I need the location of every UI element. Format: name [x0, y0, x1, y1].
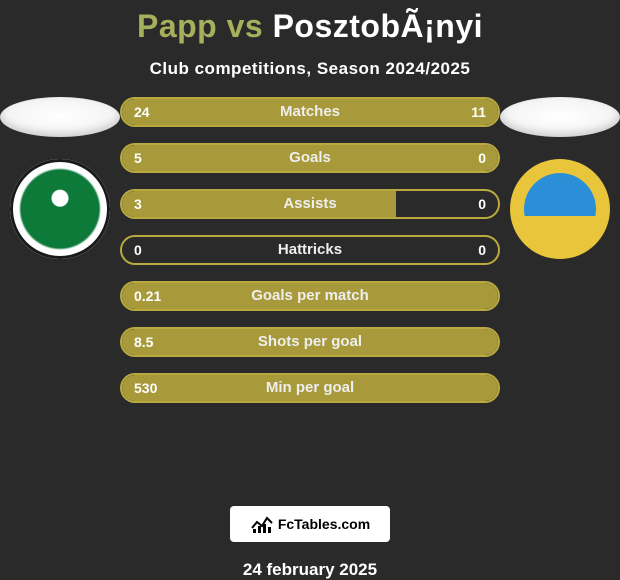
stat-row: 2411Matches	[120, 97, 500, 127]
stat-row: 30Assists	[120, 189, 500, 219]
stat-label: Hattricks	[122, 237, 498, 263]
player1-avatar-placeholder	[0, 97, 120, 137]
brand-logo[interactable]: FcTables.com	[230, 506, 390, 542]
subtitle: Club competitions, Season 2024/2025	[150, 59, 471, 79]
player2-avatar-placeholder	[500, 97, 620, 137]
stat-row: 50Goals	[120, 143, 500, 173]
stat-label: Assists	[122, 191, 498, 217]
right-column	[500, 79, 620, 500]
stat-label: Goals	[122, 145, 498, 171]
title-player2: PosztobÃ¡nyi	[273, 8, 483, 44]
stat-label: Shots per goal	[122, 329, 498, 355]
main-area: 2411Matches 50Goals 30Assists 00Hattricks 0.…	[0, 79, 620, 500]
comparison-card: Papp vs PosztobÃ¡nyi Club competitions, …	[0, 0, 620, 580]
date-label: 24 february 2025	[243, 560, 377, 580]
title-player1: Papp	[137, 8, 217, 44]
brand-text: FcTables.com	[278, 516, 370, 532]
stat-row: 530Min per goal	[120, 373, 500, 403]
title-vs: vs	[217, 8, 272, 44]
stat-row: 0.21Goals per match	[120, 281, 500, 311]
stat-row: 00Hattricks	[120, 235, 500, 265]
page-title: Papp vs PosztobÃ¡nyi	[137, 8, 483, 45]
left-column	[0, 79, 120, 500]
stat-label: Min per goal	[122, 375, 498, 401]
stats-bars: 2411Matches 50Goals 30Assists 00Hattricks 0.…	[120, 97, 500, 500]
chart-icon	[250, 514, 274, 534]
stat-label: Goals per match	[122, 283, 498, 309]
stat-label: Matches	[122, 99, 498, 125]
player2-club-badge	[510, 159, 610, 259]
stat-row: 8.5Shots per goal	[120, 327, 500, 357]
player1-club-badge	[10, 159, 110, 259]
